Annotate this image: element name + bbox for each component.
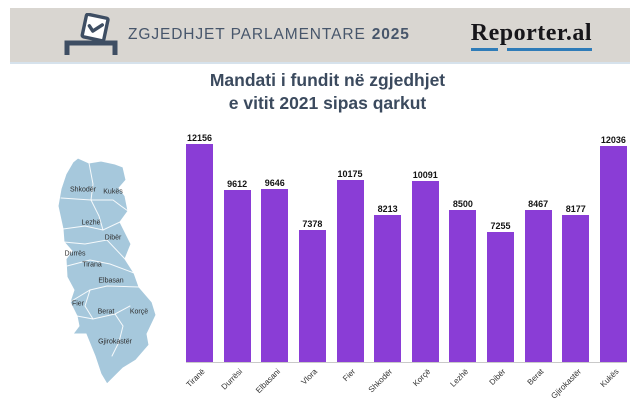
ballot-box-icon: [64, 13, 118, 55]
bar-column: 8500: [449, 199, 477, 362]
x-tick-label: Elbasani: [253, 367, 282, 396]
bar-value-label: 10091: [412, 170, 438, 180]
x-tick-label: Tiranë: [184, 367, 207, 390]
bar-column: 9646: [261, 178, 289, 362]
x-tick: Tiranë: [184, 363, 213, 411]
x-tick-label: Dibër: [487, 367, 508, 387]
x-tick: Lezhë: [447, 363, 476, 411]
x-tick: Gjirokastër: [549, 363, 589, 411]
map-label-tirana: Tirana: [82, 261, 102, 269]
x-tick-label: Lezhë: [447, 367, 470, 389]
x-tick: Vlora: [299, 363, 326, 411]
x-tick-label: Gjirokastër: [548, 367, 583, 401]
map-label-lezhe: Lezhë: [81, 219, 101, 227]
bar-value-label: 8467: [528, 199, 549, 209]
x-tick: Shkodër: [367, 363, 401, 411]
bar-column: 8467: [524, 199, 552, 362]
x-tick-label: Berat: [525, 367, 545, 387]
bar-value-label: 10175: [337, 169, 363, 179]
header-band: ZGJEDHJET PARLAMENTARE 2025 Reporter.al: [10, 8, 630, 64]
bar-value-label: 12156: [186, 133, 213, 143]
x-tick: Berat: [525, 363, 552, 411]
bar-column: 7378: [298, 219, 326, 362]
bar: [524, 210, 552, 362]
bar-value-label: 9646: [264, 178, 285, 188]
bar-value-label: 12036: [600, 135, 626, 145]
x-tick-label: Vlora: [299, 367, 320, 387]
bar-value-label: 8213: [377, 204, 398, 214]
banner-year: 2025: [371, 26, 410, 43]
x-tick: Elbasani: [254, 363, 288, 411]
bar-column: 9612: [223, 179, 251, 362]
bar-column: 10091: [411, 170, 439, 362]
bar: [223, 190, 251, 362]
map-label-kukes: Kukës: [103, 188, 123, 196]
bar-value-label: 8177: [565, 204, 586, 214]
bar: [374, 215, 402, 362]
x-tick-label: Durrësi: [219, 367, 244, 392]
bar-chart: 12156 9612 9646 7378 10175 8213 10091 85…: [184, 131, 627, 411]
x-tick-label: Fier: [340, 367, 357, 384]
x-tick: Fier: [337, 363, 364, 411]
x-tick-label: Shkodër: [367, 367, 395, 395]
x-tick: Korçë: [410, 363, 439, 411]
map-label-durres: Durrës: [64, 250, 86, 258]
bar-value-label: 8500: [452, 199, 473, 209]
bar-column: 8177: [562, 204, 590, 362]
bar-value-label: 7378: [302, 219, 323, 229]
bar-column: 10175: [336, 169, 364, 362]
x-tick: Durrësi: [219, 363, 251, 411]
map-label-shkoder: Shkodër: [69, 186, 97, 194]
map-label-berat: Berat: [97, 308, 115, 316]
bar-column: 7255: [487, 221, 514, 362]
chart-title: Mandati i fundit në zgjedhjet e vitit 20…: [0, 69, 640, 115]
map-label-korce: Korçë: [129, 308, 149, 316]
banner-title: ZGJEDHJET PARLAMENTARE 2025: [128, 8, 410, 62]
bar: [298, 230, 326, 362]
banner-title-text: ZGJEDHJET PARLAMENTARE: [128, 26, 366, 43]
bar: [411, 181, 439, 362]
bar: [599, 146, 627, 362]
chart-title-line2: e vitit 2021 sipas qarkut: [228, 93, 427, 113]
bar-column: 12036: [599, 135, 627, 362]
bar-value-label: 9612: [227, 179, 248, 189]
map-label-fier: Fier: [71, 300, 85, 308]
bar-column: 12156: [186, 133, 213, 362]
reporter-logo: Reporter.al: [470, 8, 592, 62]
map-label-gjirokaster: Gjirokastër: [98, 338, 132, 346]
map-label-elbasan: Elbasan: [98, 277, 124, 285]
map-label-diber: Dibër: [104, 234, 122, 242]
x-tick: Dibër: [487, 363, 514, 411]
x-tick: Kukës: [598, 363, 627, 411]
bar-plot-area: 12156 9612 9646 7378 10175 8213 10091 85…: [186, 131, 627, 363]
bar: [186, 144, 213, 362]
bar: [487, 232, 514, 362]
bar: [336, 180, 364, 362]
x-tick-label: Korçë: [410, 367, 433, 389]
bar-column: 8213: [374, 204, 402, 362]
albania-map: Shkodër Kukës Lezhë Dibër Durrës Tirana …: [55, 156, 160, 389]
reporter-logo-text: Reporter.al: [470, 19, 592, 51]
chart-title-line1: Mandati i fundit në zgjedhjet: [209, 70, 446, 90]
bar: [562, 215, 590, 362]
x-tick-label: Kukës: [598, 367, 621, 390]
x-axis: Tiranë Durrësi Elbasani Vlora Fier Shkod…: [184, 363, 627, 411]
bar: [261, 189, 289, 362]
albania-outline: [57, 157, 157, 385]
bar: [449, 210, 477, 362]
bar-value-label: 7255: [490, 221, 511, 231]
